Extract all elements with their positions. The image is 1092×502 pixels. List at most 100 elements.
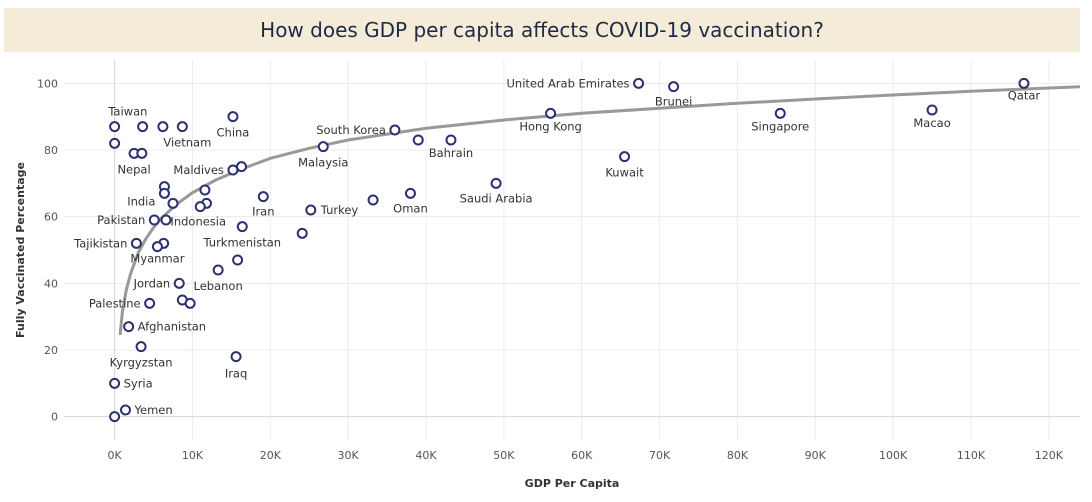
- data-point: [296, 227, 308, 239]
- data-point: [305, 204, 317, 216]
- x-tick-label: 80K: [727, 449, 749, 462]
- point-label: South Korea: [316, 123, 386, 137]
- point-label: Qatar: [1008, 88, 1041, 102]
- x-tick-label: 40K: [415, 449, 437, 462]
- data-point: [123, 321, 135, 333]
- point-label: Hong Kong: [519, 119, 582, 133]
- point-label: Bahrain: [429, 146, 473, 160]
- point-label: Afghanistan: [138, 320, 206, 334]
- data-point: [151, 241, 163, 253]
- point-label: India: [127, 194, 155, 208]
- data-point: [317, 141, 329, 153]
- x-tick-label: 60K: [571, 449, 593, 462]
- data-point: [212, 264, 224, 276]
- data-point: [412, 134, 424, 146]
- point-label: Turkmenistan: [203, 236, 282, 250]
- data-point: [137, 121, 149, 133]
- data-point: [157, 121, 169, 133]
- point-label: Singapore: [751, 119, 809, 133]
- y-tick-label: 60: [44, 211, 58, 224]
- data-point: [199, 184, 211, 196]
- point-label: Saudi Arabia: [460, 191, 533, 205]
- data-point: [130, 237, 142, 249]
- data-point: [490, 177, 502, 189]
- point-label: Palestine: [89, 296, 141, 310]
- data-point: [236, 221, 248, 233]
- point-label: United Arab Emirates: [507, 76, 630, 90]
- data-point: [136, 147, 148, 159]
- x-tick-label: 20K: [260, 449, 282, 462]
- point-label: Turkey: [320, 203, 359, 217]
- data-points: [109, 77, 1030, 423]
- x-tick-label: 110K: [957, 449, 986, 462]
- data-point: [668, 81, 680, 93]
- x-tick-label: 50K: [493, 449, 515, 462]
- y-tick-label: 100: [37, 77, 58, 90]
- point-label: Myanmar: [130, 252, 184, 266]
- data-point: [176, 121, 188, 133]
- data-point: [109, 411, 121, 423]
- x-tick-label: 30K: [338, 449, 360, 462]
- trend-line: [118, 85, 1081, 336]
- point-label: Maldives: [173, 163, 224, 177]
- data-point: [230, 351, 242, 363]
- data-point: [633, 77, 645, 89]
- point-label: Malaysia: [298, 156, 348, 170]
- data-point: [160, 214, 172, 226]
- data-point: [545, 107, 557, 119]
- data-point: [227, 111, 239, 123]
- point-label: Oman: [393, 201, 428, 215]
- data-point: [619, 151, 631, 163]
- point-label: Vietnam: [163, 136, 211, 150]
- x-tick-label: 120K: [1035, 449, 1064, 462]
- data-point: [109, 121, 121, 133]
- point-label: Indonesia: [170, 215, 226, 229]
- grid: [64, 60, 1080, 440]
- x-tick-label: 10K: [182, 449, 204, 462]
- data-point: [227, 164, 239, 176]
- data-point: [184, 297, 196, 309]
- point-labels: Qatar United Arab Emirates Brunei Macao Sing…: [73, 76, 1040, 417]
- data-point: [445, 134, 457, 146]
- point-label: Tajikistan: [73, 236, 127, 250]
- data-point: [367, 194, 379, 206]
- y-tick-label: 80: [44, 144, 58, 157]
- data-point: [194, 201, 206, 213]
- point-label: Iraq: [225, 367, 247, 381]
- data-point: [109, 377, 121, 389]
- point-label: Nepal: [117, 162, 150, 176]
- data-point: [926, 104, 938, 116]
- x-tick-label: 70K: [649, 449, 671, 462]
- title-bar: How does GDP per capita affects COVID-19…: [4, 8, 1080, 52]
- x-tick-label: 100K: [879, 449, 908, 462]
- data-point: [257, 191, 269, 203]
- point-label: Jordan: [133, 276, 171, 290]
- point-label: Syria: [124, 376, 153, 390]
- data-point: [158, 187, 170, 199]
- data-point: [109, 137, 121, 149]
- data-point: [232, 254, 244, 266]
- axes: 0K 10K 20K 30K 40K 50K 60K 70K 80K 90K 100K 110K 120…: [37, 77, 1064, 462]
- data-point: [144, 297, 156, 309]
- data-point: [148, 214, 160, 226]
- point-label: Kuwait: [605, 166, 644, 180]
- point-label: Taiwan: [107, 105, 147, 119]
- data-point: [167, 197, 179, 209]
- point-label: Kyrgyzstan: [110, 356, 173, 370]
- point-label: Iran: [252, 205, 274, 219]
- data-point: [1018, 77, 1030, 89]
- data-point: [120, 404, 132, 416]
- point-label: Macao: [913, 116, 950, 130]
- y-axis-label: Fully Vaccinated Percentage: [14, 162, 27, 338]
- data-point: [173, 277, 185, 289]
- y-tick-label: 0: [51, 411, 58, 424]
- x-axis-label: GDP Per Capita: [525, 477, 620, 490]
- y-tick-label: 40: [44, 277, 58, 290]
- data-point: [389, 124, 401, 136]
- y-tick-label: 20: [44, 344, 58, 357]
- point-label: China: [217, 126, 250, 140]
- x-tick-label: 90K: [805, 449, 827, 462]
- data-point: [404, 187, 416, 199]
- data-point: [135, 341, 147, 353]
